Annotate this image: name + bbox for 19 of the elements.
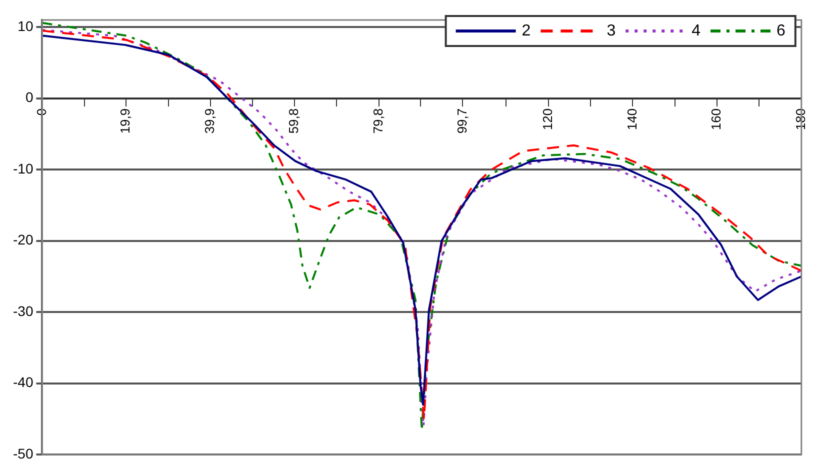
y-tick-label: -20 <box>13 232 34 248</box>
x-tick-label: 99,7 <box>454 108 470 134</box>
x-tick-label: 19,9 <box>118 108 133 134</box>
x-tick-label: 39,9 <box>202 108 218 134</box>
x-tick-label: 160 <box>708 108 724 130</box>
y-tick-label: 0 <box>25 89 34 106</box>
y-tick-label: -50 <box>13 445 34 462</box>
x-tick-label: 59,8 <box>286 108 302 134</box>
y-tick-label: -10 <box>13 160 34 176</box>
y-tick-label: -40 <box>13 374 34 390</box>
legend-label: 6 <box>776 22 786 40</box>
legend-label: 3 <box>606 22 616 40</box>
legend-label: 4 <box>692 22 701 40</box>
legend-label: 2 <box>522 22 531 40</box>
x-tick-label: 79,8 <box>370 108 386 134</box>
y-tick-label: -30 <box>13 302 34 319</box>
x-tick-label: 120 <box>540 108 555 130</box>
y-tick-label: 10 <box>18 18 34 34</box>
x-tick-label: 140 <box>624 108 640 130</box>
